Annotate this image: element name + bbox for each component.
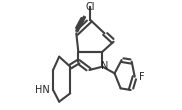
Text: HN: HN <box>35 85 50 95</box>
Text: Cl: Cl <box>86 2 95 12</box>
Text: F: F <box>139 72 145 82</box>
Text: N: N <box>101 61 108 71</box>
